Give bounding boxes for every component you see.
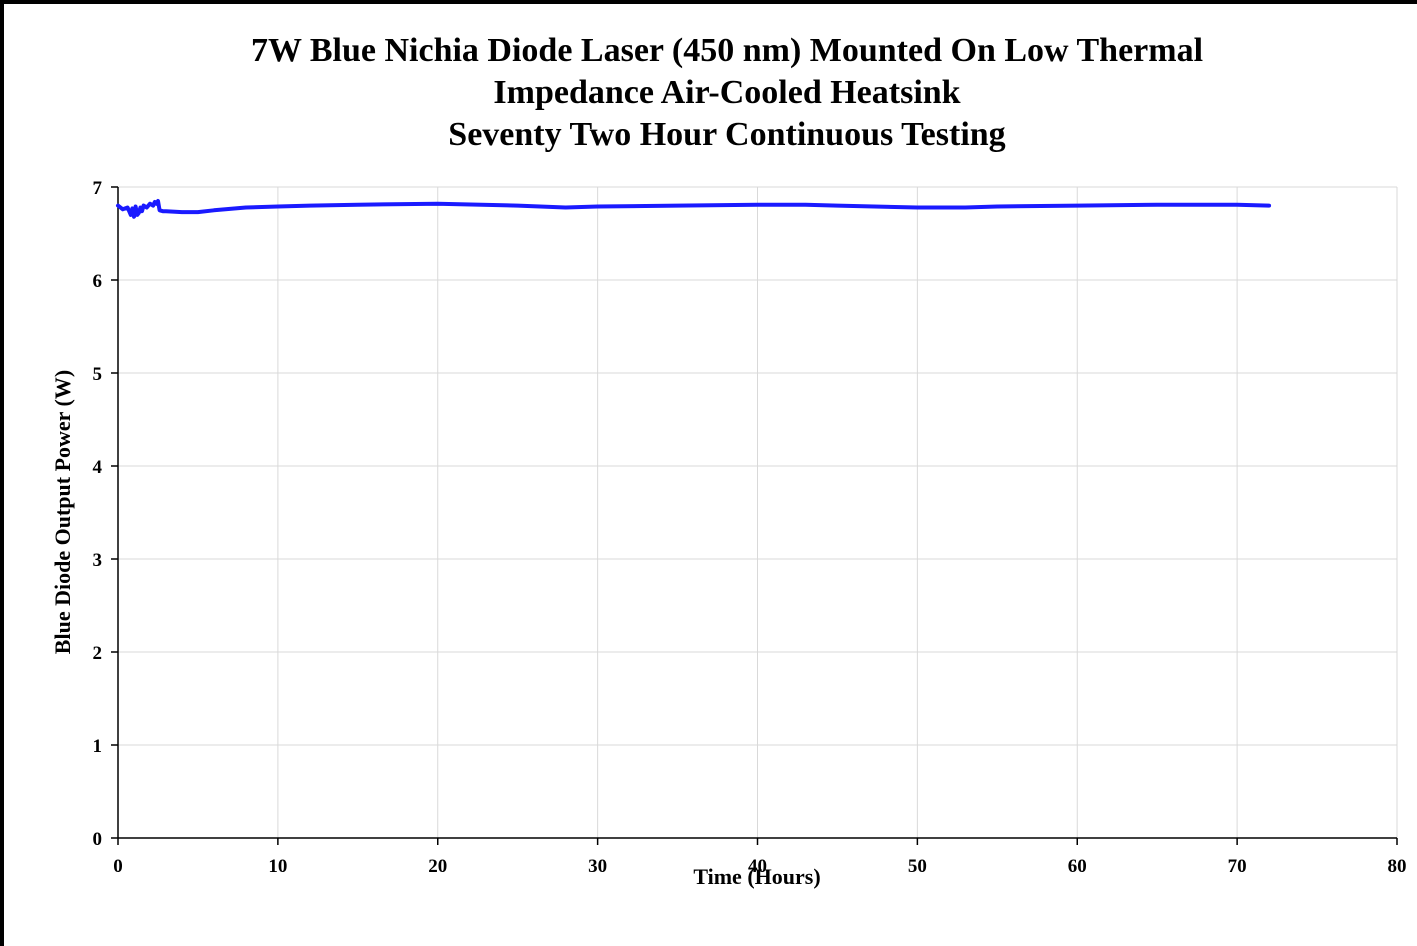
x-tick-label: 80 xyxy=(1388,856,1407,877)
x-tick-label: 10 xyxy=(268,856,287,877)
y-tick-label: 7 xyxy=(93,178,103,199)
y-tick-label: 1 xyxy=(93,736,103,757)
y-tick-label: 2 xyxy=(93,643,103,664)
y-tick-label: 3 xyxy=(93,550,103,571)
y-tick-label: 6 xyxy=(93,271,103,292)
x-tick-label: 70 xyxy=(1228,856,1247,877)
x-tick-label: 50 xyxy=(908,856,927,877)
chart-title: 7W Blue Nichia Diode Laser (450 nm) Moun… xyxy=(0,30,1417,156)
x-tick-label: 0 xyxy=(113,856,123,877)
x-tick-label: 40 xyxy=(748,856,767,877)
y-axis-label: Blue Diode Output Power (W) xyxy=(50,370,75,654)
series-layer xyxy=(116,199,1272,219)
y-tick-labels: 0 1 2 3 4 5 6 7 xyxy=(93,178,103,850)
y-tick-label: 0 xyxy=(93,829,103,850)
x-tick-label: 20 xyxy=(428,856,447,877)
chart-title-line-3: Seventy Two Hour Continuous Testing xyxy=(448,116,1006,153)
x-axis-label: Time (Hours) xyxy=(693,864,820,889)
gridlines xyxy=(118,186,1398,838)
series-line-0 xyxy=(116,199,1272,219)
chart-title-line-1: 7W Blue Nichia Diode Laser (450 nm) Moun… xyxy=(250,32,1204,69)
y-tick-label: 4 xyxy=(93,457,103,478)
chart-title-line-2: Impedance Air-Cooled Heatsink xyxy=(493,74,961,111)
axes xyxy=(111,186,1398,845)
x-tick-labels: 0 10 20 30 40 50 60 70 80 xyxy=(113,856,1406,877)
y-tick-label: 5 xyxy=(93,364,103,385)
x-tick-label: 30 xyxy=(588,856,607,877)
x-tick-label: 60 xyxy=(1068,856,1087,877)
